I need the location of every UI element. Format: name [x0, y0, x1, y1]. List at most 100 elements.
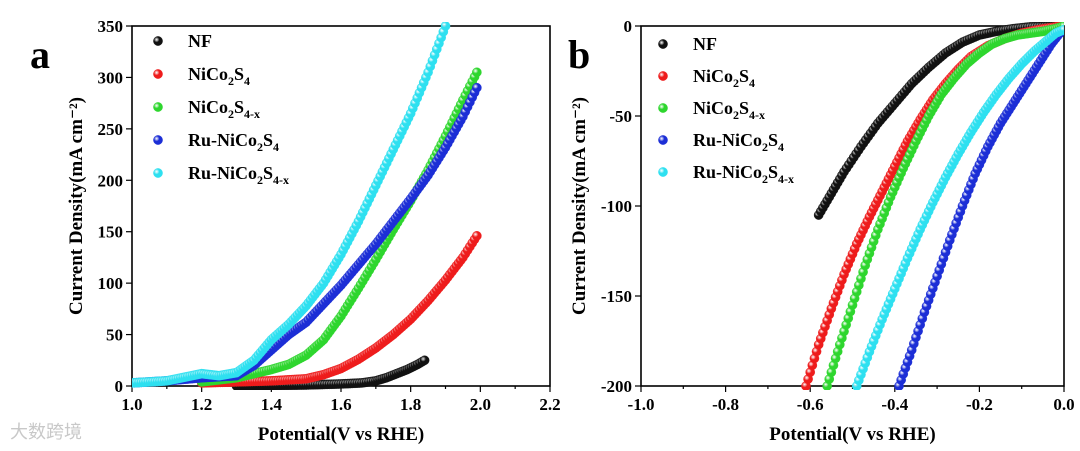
legend-subscript: 2 — [257, 140, 263, 154]
series-NF — [813, 22, 1064, 220]
legend-subscript: 2 — [733, 108, 739, 122]
legend-text-part: Ru-NiCo — [188, 130, 257, 150]
legend-label: NiCo2S4 — [693, 66, 755, 90]
legend-text-part: S — [768, 130, 778, 150]
legend-label: NF — [188, 31, 212, 51]
y-tick-label: 300 — [98, 68, 124, 87]
x-tick-label: -0.4 — [881, 395, 908, 414]
y-tick-label: -150 — [601, 287, 632, 306]
legend-marker — [658, 71, 668, 81]
legend-label: Ru-NiCo2S4-x — [188, 163, 289, 187]
legend-marker — [153, 69, 163, 79]
series-Ru-NiCo2S4 — [894, 28, 1064, 390]
data-point — [472, 82, 482, 93]
x-tick-label: 0.0 — [1053, 395, 1074, 414]
legend-text-part: S — [768, 162, 778, 182]
legend-text-part: NiCo — [693, 98, 733, 118]
watermark-text: 大数跨境 — [10, 422, 82, 443]
legend-marker — [153, 135, 163, 145]
data-point — [419, 355, 430, 366]
legend-text-part: NiCo — [693, 66, 733, 86]
y-tick-label: 350 — [98, 17, 124, 36]
x-tick-label: 1.6 — [330, 395, 351, 414]
y-tick-label: 50 — [106, 326, 123, 345]
legend-label: Ru-NiCo2S4 — [693, 130, 784, 154]
x-axis-title: Potential(V vs RHE) — [769, 424, 935, 445]
legend-label: NF — [693, 34, 717, 54]
legend-label: NiCo2S4-x — [188, 97, 260, 121]
x-tick-label: 1.4 — [261, 395, 283, 414]
x-tick-label: 2.0 — [470, 395, 491, 414]
data-point — [472, 67, 482, 78]
y-tick-label: 250 — [98, 120, 124, 139]
y-tick-label: -200 — [601, 377, 632, 396]
legend-marker — [153, 36, 163, 46]
x-tick-label: 1.8 — [400, 395, 421, 414]
legend-marker — [658, 135, 668, 145]
series-Ru-NiCo2S4 — [132, 82, 482, 388]
x-tick-label: -1.0 — [628, 395, 655, 414]
legend-subscript: 2 — [228, 107, 234, 121]
chart-panel-a: 1.0 1.2 1.4 1.6 1.8 2.0 2.2 0 50 100 150 200 250 300 3… — [30, 17, 561, 445]
legend-text-part: NiCo — [188, 64, 228, 84]
data-point — [1059, 24, 1064, 35]
series-Ru-NiCo2S4-x — [851, 24, 1064, 390]
legend-subscript: 4 — [749, 76, 755, 90]
y-tick-label: 0 — [115, 377, 124, 396]
legend-text-part: S — [739, 66, 749, 86]
x-tick-label: 1.0 — [121, 395, 142, 414]
legend-label: NiCo2S4 — [188, 64, 250, 88]
legend-text-part: Ru-NiCo — [693, 162, 762, 182]
legend-subscript: 4 — [778, 140, 784, 154]
legend-subscript: 4-x — [244, 107, 260, 121]
y-tick-label: 150 — [98, 223, 124, 242]
y-axis-title: Current Density(mA cm⁻²) — [569, 97, 590, 315]
legend-text-part: NiCo — [188, 97, 228, 117]
legend-text-part: Ru-NiCo — [188, 163, 257, 183]
series-Ru-NiCo2S4-x — [132, 22, 451, 388]
x-tick-label: -0.2 — [966, 395, 993, 414]
panel-letter: a — [30, 32, 50, 77]
x-tick-label: -0.8 — [712, 395, 739, 414]
data-point — [472, 231, 482, 241]
y-tick-label: 200 — [98, 171, 124, 190]
y-tick-label: -100 — [601, 197, 632, 216]
legend-marker — [658, 103, 668, 113]
legend-marker — [658, 39, 668, 49]
legend-text-part: S — [234, 97, 244, 117]
legend-text-part: NF — [693, 34, 717, 54]
legend-subscript: 2 — [733, 76, 739, 90]
legend-subscript: 2 — [257, 173, 263, 187]
legend-text-part: S — [263, 163, 273, 183]
legend-label: Ru-NiCo2S4-x — [693, 162, 794, 186]
x-tick-label: 2.2 — [539, 395, 560, 414]
y-axis-title: Current Density(mA cm⁻²) — [66, 97, 87, 315]
legend-text-part: S — [263, 130, 273, 150]
x-tick-label: 1.2 — [191, 395, 212, 414]
legend-label: Ru-NiCo2S4 — [188, 130, 279, 154]
legend-text-part: NF — [188, 31, 212, 51]
legend-subscript: 2 — [762, 140, 768, 154]
legend-marker — [658, 167, 668, 177]
y-tick-label: -50 — [609, 107, 632, 126]
chart-panel-b: -1.0 -0.8 -0.6 -0.4 -0.2 0.0 0 -50 -100 -150 -200 P… — [568, 17, 1075, 445]
y-tick-label: 0 — [624, 17, 633, 36]
legend-subscript: 4-x — [273, 173, 289, 187]
legend-subscript: 4 — [273, 140, 279, 154]
legend-text-part: Ru-NiCo — [693, 130, 762, 150]
legend-marker — [153, 102, 163, 112]
panel-letter: b — [568, 32, 590, 77]
legend-marker — [153, 168, 163, 178]
legend-label: NiCo2S4-x — [693, 98, 765, 122]
legend-subscript: 2 — [228, 74, 234, 88]
x-axis-title: Potential(V vs RHE) — [258, 424, 424, 445]
y-tick-label: 100 — [98, 274, 124, 293]
legend-subscript: 4-x — [749, 108, 765, 122]
legend-subscript: 4-x — [778, 172, 794, 186]
legend-subscript: 4 — [244, 74, 250, 88]
data-point — [440, 22, 451, 31]
legend-text-part: S — [739, 98, 749, 118]
legend-subscript: 2 — [762, 172, 768, 186]
legend-text-part: S — [234, 64, 244, 84]
